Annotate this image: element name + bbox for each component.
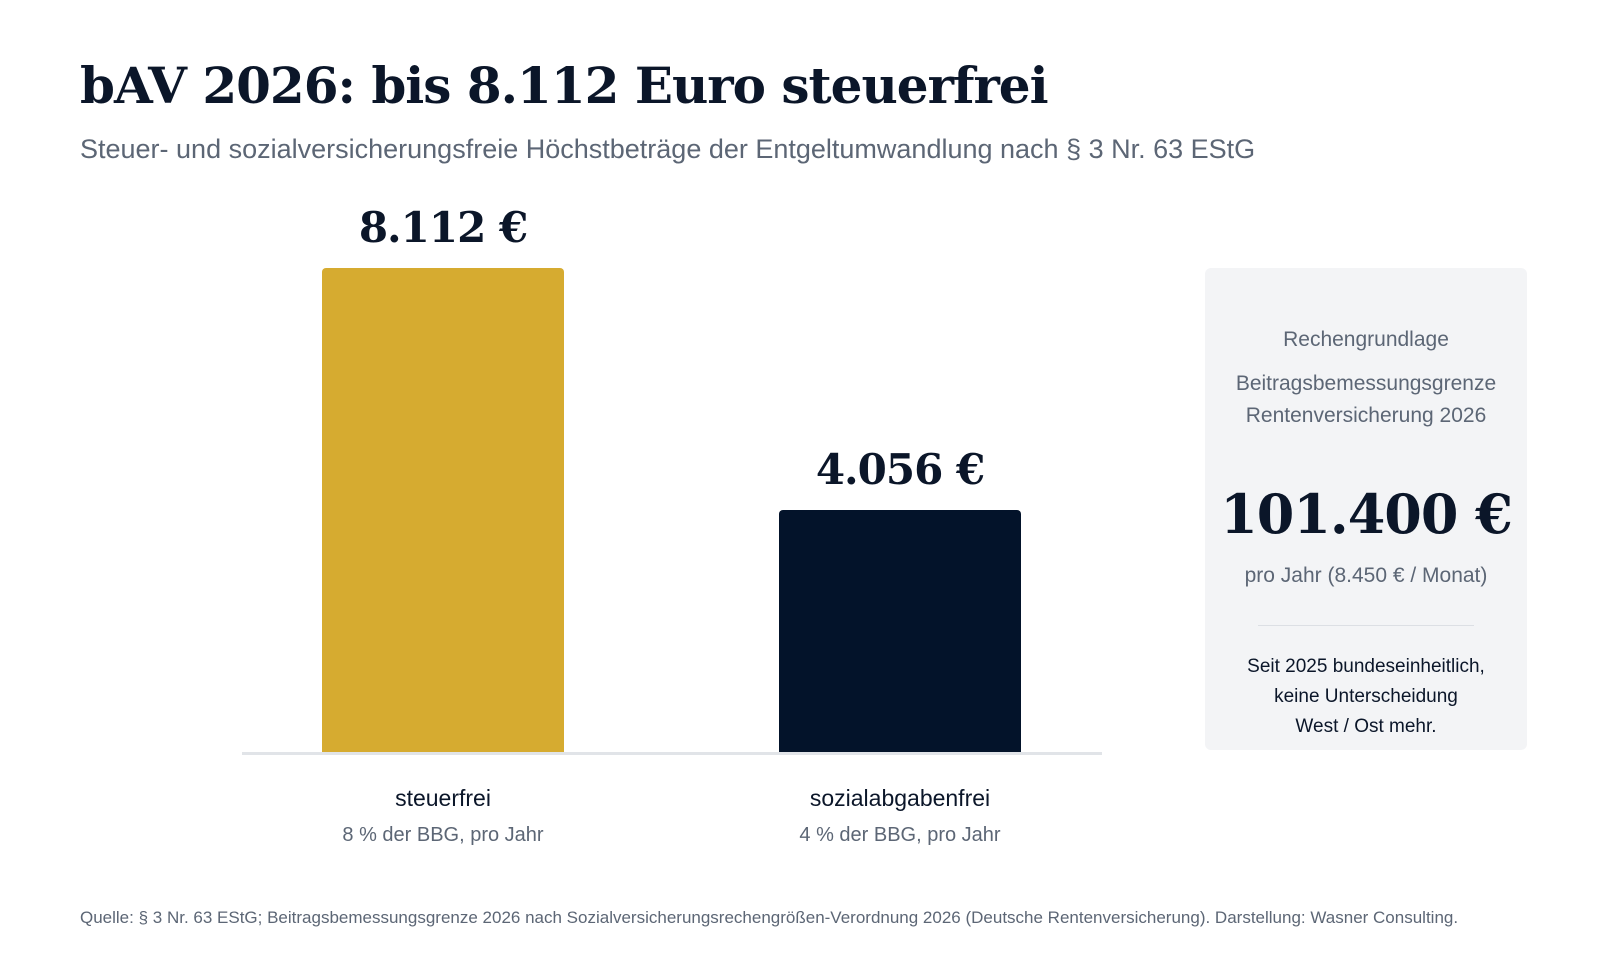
bar-2: [779, 510, 1021, 752]
info-heading: Rechengrundlage: [1283, 328, 1449, 351]
category-sublabel-2: 4 % der BBG, pro Jahr: [799, 824, 1001, 846]
bar-1: [322, 268, 564, 752]
info-label-line-2: Rentenversicherung 2026: [1245, 404, 1487, 427]
info-note-line-3: West / Ost mehr.: [1295, 716, 1437, 737]
info-divider: [1258, 625, 1474, 626]
info-sub: pro Jahr (8.450 € / Monat): [1244, 564, 1488, 587]
info-box: Rechengrundlage Beitragsbemessungsgrenze…: [1205, 268, 1527, 750]
source-note: Quelle: § 3 Nr. 63 EStG; Beitragsbemessu…: [80, 908, 1459, 927]
data-label-1: 8.112 €: [359, 203, 527, 252]
info-note-line-1: Seit 2025 bundeseinheitlich,: [1247, 656, 1485, 677]
info-value: 101.400 €: [1220, 482, 1513, 546]
chart-title: bAV 2026: bis 8.112 Euro steuerfrei: [80, 56, 1049, 115]
category-label-1: steuerfrei: [395, 785, 491, 811]
x-axis-baseline: [242, 752, 1102, 755]
chart-subtitle: Steuer- und sozialversicherungsfreie Höc…: [80, 134, 1256, 164]
category-label-2: sozialabgabenfrei: [810, 785, 990, 811]
bar-base-2: [779, 746, 1021, 752]
info-label: Beitragsbemessungsgrenze Rentenversicher…: [1205, 368, 1527, 432]
data-label-2: 4.056 €: [816, 445, 984, 494]
category-sublabel-1: 8 % der BBG, pro Jahr: [342, 824, 544, 846]
bar-base-1: [322, 746, 564, 752]
info-note: Seit 2025 bundeseinheitlich, keine Unter…: [1225, 652, 1507, 742]
info-note-line-2: keine Unterscheidung: [1274, 686, 1458, 707]
info-label-line-1: Beitragsbemessungsgrenze: [1235, 372, 1497, 395]
